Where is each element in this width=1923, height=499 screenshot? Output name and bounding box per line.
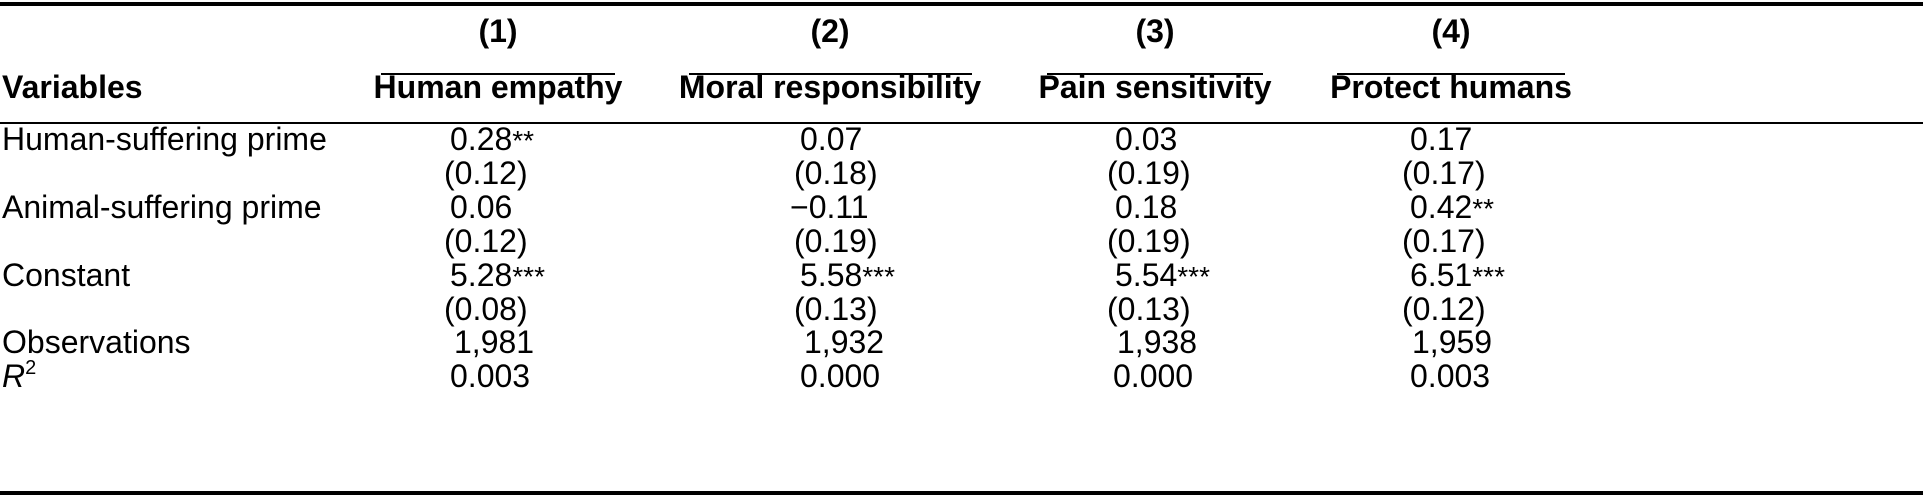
r-squared-1: 0.003 xyxy=(450,358,531,394)
column-2-underline xyxy=(689,73,972,75)
coef-human-prime-2: 0.07 xyxy=(800,120,862,160)
row-label-human-prime: Human-suffering prime xyxy=(2,121,327,157)
se-animal-prime-2: (0.19) xyxy=(794,223,878,259)
coef-constant-3: 5.54*** xyxy=(1115,256,1210,296)
coef-animal-prime-1: 0.06 xyxy=(450,188,512,228)
coef-constant-4: 6.51*** xyxy=(1410,256,1505,296)
coef-value: 5.58 xyxy=(800,257,863,293)
row-label-observations: Observations xyxy=(2,324,191,360)
coef-value: 0.17 xyxy=(1410,121,1473,157)
significance-stars: *** xyxy=(1472,261,1505,292)
significance-stars: ** xyxy=(1472,193,1495,224)
se-human-prime-1: (0.12) xyxy=(444,155,528,191)
significance-stars: ** xyxy=(512,125,535,156)
observations-1: 1,981 xyxy=(454,324,535,360)
table-top-rule xyxy=(0,2,1923,6)
coef-value: 6.51 xyxy=(1410,257,1473,293)
coef-constant-2: 5.58*** xyxy=(800,256,895,296)
coef-value: 0.28 xyxy=(450,121,513,157)
coef-value: 5.28 xyxy=(450,257,513,293)
row-label-constant: Constant xyxy=(2,257,131,293)
se-human-prime-4: (0.17) xyxy=(1402,155,1486,191)
coef-animal-prime-3: 0.18 xyxy=(1115,188,1177,228)
coef-value: 5.54 xyxy=(1115,257,1178,293)
significance-stars: *** xyxy=(1177,261,1210,292)
se-constant-4: (0.12) xyxy=(1402,291,1486,327)
significance-stars: *** xyxy=(862,261,895,292)
se-constant-2: (0.13) xyxy=(794,291,878,327)
row-label-r-squared: R2 xyxy=(2,357,36,395)
observations-4: 1,959 xyxy=(1412,324,1493,360)
column-1-number: (1) xyxy=(478,13,518,49)
coef-animal-prime-2: −0.11 xyxy=(790,188,869,228)
table-header-rule xyxy=(0,122,1923,124)
coef-value: 0.03 xyxy=(1115,121,1178,157)
column-2-name: Moral responsibility xyxy=(678,69,982,105)
se-human-prime-2: (0.18) xyxy=(794,155,878,191)
se-constant-3: (0.13) xyxy=(1107,291,1191,327)
se-animal-prime-1: (0.12) xyxy=(444,223,528,259)
coef-value: 0.07 xyxy=(800,121,863,157)
coef-value: 0.06 xyxy=(450,189,513,225)
r-squared-exponent: 2 xyxy=(25,357,37,379)
coef-animal-prime-4: 0.42** xyxy=(1410,188,1494,228)
coef-human-prime-1: 0.28** xyxy=(450,120,534,160)
coef-human-prime-3: 0.03 xyxy=(1115,120,1177,160)
r-squared-2: 0.000 xyxy=(800,358,881,394)
se-human-prime-3: (0.19) xyxy=(1107,155,1191,191)
coef-value: −0.11 xyxy=(790,189,869,225)
table-bottom-rule xyxy=(0,491,1923,495)
column-3-name: Pain sensitivity xyxy=(1038,69,1272,105)
column-4-underline xyxy=(1337,73,1565,75)
row-label-animal-prime: Animal-suffering prime xyxy=(2,189,322,225)
coef-value: 0.18 xyxy=(1115,189,1178,225)
column-3-number: (3) xyxy=(1135,13,1175,49)
variables-header: Variables xyxy=(2,69,143,105)
coef-constant-1: 5.28*** xyxy=(450,256,545,296)
column-1-name: Human empathy xyxy=(373,69,623,105)
coef-value: 0.42 xyxy=(1410,189,1473,225)
column-2-number: (2) xyxy=(810,13,850,49)
significance-stars: *** xyxy=(512,261,545,292)
r-squared-3: 0.000 xyxy=(1113,358,1194,394)
column-4-number: (4) xyxy=(1431,13,1471,49)
se-constant-1: (0.08) xyxy=(444,291,528,327)
r-squared-4: 0.003 xyxy=(1410,358,1491,394)
coef-human-prime-4: 0.17 xyxy=(1410,120,1472,160)
column-4-name: Protect humans xyxy=(1330,69,1572,105)
observations-2: 1,932 xyxy=(804,324,885,360)
column-3-underline xyxy=(1047,73,1263,75)
observations-3: 1,938 xyxy=(1117,324,1198,360)
se-animal-prime-4: (0.17) xyxy=(1402,223,1486,259)
se-animal-prime-3: (0.19) xyxy=(1107,223,1191,259)
column-1-underline xyxy=(381,73,615,75)
r-symbol: R xyxy=(2,358,26,394)
